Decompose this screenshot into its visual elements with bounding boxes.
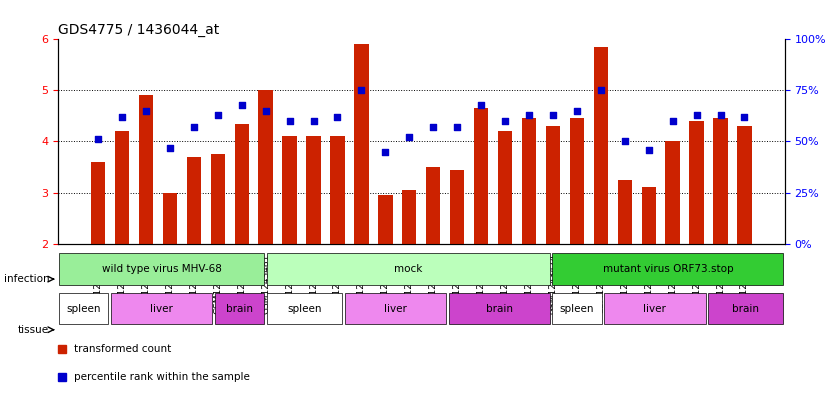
Text: brain: brain — [226, 303, 253, 314]
Point — [666, 118, 679, 124]
FancyBboxPatch shape — [59, 253, 264, 285]
Bar — [570, 118, 584, 244]
Text: brain: brain — [486, 303, 513, 314]
Point — [164, 145, 177, 151]
Point — [546, 112, 559, 118]
Point — [379, 149, 392, 155]
Text: spleen: spleen — [560, 303, 594, 314]
Bar — [211, 154, 225, 244]
Bar — [522, 118, 536, 244]
FancyBboxPatch shape — [267, 253, 550, 285]
Bar — [738, 126, 752, 244]
FancyBboxPatch shape — [449, 292, 550, 325]
Point — [331, 114, 344, 120]
Point — [307, 118, 320, 124]
Bar — [666, 141, 680, 244]
FancyBboxPatch shape — [605, 292, 705, 325]
Point — [235, 101, 249, 108]
Bar — [498, 131, 512, 244]
Text: GDS4775 / 1436044_at: GDS4775 / 1436044_at — [58, 23, 219, 37]
Bar — [163, 193, 177, 244]
Bar — [330, 136, 344, 244]
Bar — [378, 195, 392, 244]
Point — [738, 114, 751, 120]
Text: spleen: spleen — [67, 303, 101, 314]
Bar — [282, 136, 297, 244]
FancyBboxPatch shape — [215, 292, 264, 325]
FancyBboxPatch shape — [111, 292, 212, 325]
Text: infection: infection — [3, 274, 50, 284]
Point — [642, 147, 655, 153]
Bar — [91, 162, 105, 244]
Point — [116, 114, 129, 120]
Text: mutant virus ORF73.stop: mutant virus ORF73.stop — [603, 264, 733, 274]
FancyBboxPatch shape — [553, 253, 783, 285]
Point — [522, 112, 535, 118]
Bar — [187, 157, 201, 244]
Bar — [594, 47, 608, 244]
Point — [211, 112, 225, 118]
Point — [188, 124, 201, 130]
Bar — [402, 190, 416, 244]
FancyBboxPatch shape — [59, 292, 108, 325]
Point — [690, 112, 703, 118]
Bar — [546, 126, 560, 244]
Text: tissue: tissue — [18, 325, 50, 335]
Point — [403, 134, 416, 141]
Text: transformed count: transformed count — [74, 344, 172, 354]
Point — [450, 124, 463, 130]
Bar — [306, 136, 320, 244]
Point — [283, 118, 297, 124]
Bar — [259, 90, 273, 244]
Bar — [714, 118, 728, 244]
FancyBboxPatch shape — [553, 292, 601, 325]
Point — [498, 118, 511, 124]
Point — [570, 108, 583, 114]
Text: brain: brain — [733, 303, 759, 314]
Point — [594, 87, 607, 94]
Bar — [474, 108, 488, 244]
Point — [140, 108, 153, 114]
Bar — [618, 180, 632, 244]
Point — [259, 108, 273, 114]
FancyBboxPatch shape — [344, 292, 446, 325]
Point — [92, 136, 105, 143]
Bar — [115, 131, 129, 244]
Point — [426, 124, 439, 130]
Text: liver: liver — [643, 303, 667, 314]
Text: spleen: spleen — [287, 303, 321, 314]
Text: wild type virus MHV-68: wild type virus MHV-68 — [102, 264, 221, 274]
Bar — [139, 95, 153, 244]
Point — [355, 87, 368, 94]
FancyBboxPatch shape — [267, 292, 342, 325]
Bar — [354, 44, 368, 244]
Text: mock: mock — [394, 264, 422, 274]
Text: liver: liver — [384, 303, 406, 314]
Point — [618, 138, 631, 145]
Bar — [690, 121, 704, 244]
Bar — [642, 187, 656, 244]
FancyBboxPatch shape — [708, 292, 783, 325]
Bar — [426, 167, 440, 244]
Point — [474, 101, 487, 108]
Text: percentile rank within the sample: percentile rank within the sample — [74, 372, 250, 382]
Text: liver: liver — [150, 303, 173, 314]
Point — [714, 112, 727, 118]
Bar — [235, 123, 249, 244]
Bar — [450, 169, 464, 244]
